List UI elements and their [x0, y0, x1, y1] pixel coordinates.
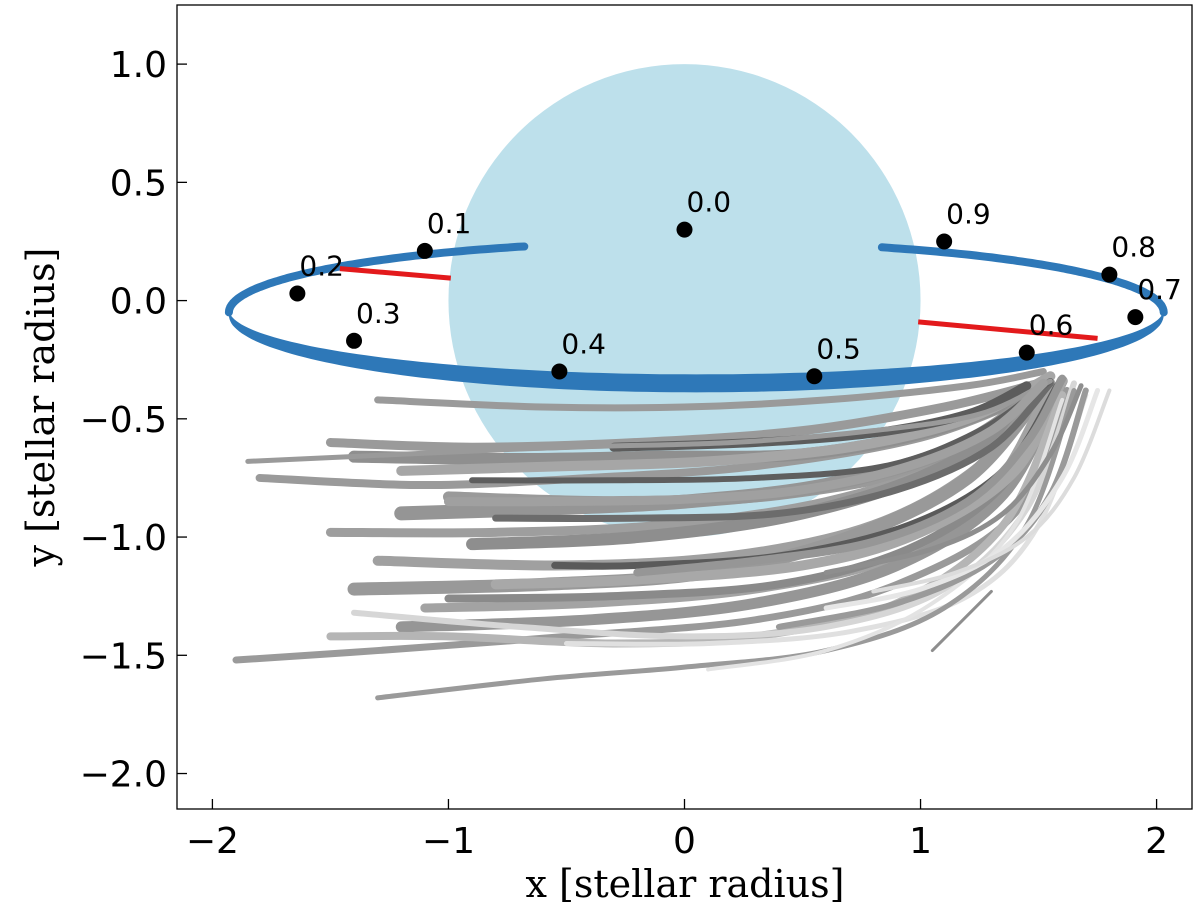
phase-label: 0.4 [561, 328, 606, 361]
stream-line [325, 378, 1044, 452]
stream-line [823, 387, 1101, 611]
stream-line [469, 377, 1054, 484]
phase-point [346, 332, 363, 349]
phase-point [676, 221, 693, 238]
y-axis-label: y [stellar radius] [19, 248, 63, 568]
y-tick-label: 0.5 [110, 163, 167, 204]
phase-point [289, 285, 306, 302]
stream-line [374, 368, 1047, 412]
red-segment-layer [339, 266, 1098, 341]
phase-point [551, 363, 568, 380]
x-tick-label: −2 [186, 821, 239, 862]
star-disc [448, 64, 921, 538]
red-segment [339, 266, 452, 281]
stream-line [871, 388, 1112, 594]
y-tick-label: 0.0 [110, 282, 167, 323]
phase-label: 0.6 [1029, 309, 1074, 342]
orbit-back-right [877, 243, 1168, 317]
stream-line [492, 379, 1054, 522]
phase-point [1101, 266, 1118, 283]
stream-line [930, 589, 993, 653]
stream-line [775, 387, 1089, 630]
stream-line [351, 380, 1077, 640]
stream-line [395, 375, 1068, 633]
x-tick-label: 2 [1145, 821, 1168, 862]
x-tick-label: 0 [673, 821, 696, 862]
phase-point [1127, 309, 1144, 326]
phase-label: 0.0 [687, 186, 732, 219]
phase-label: 0.7 [1137, 273, 1182, 306]
phase-label: 0.3 [356, 297, 401, 330]
stream-layer [232, 368, 1112, 701]
phase-point [1018, 344, 1035, 361]
tick-layer: −2 −1 0 1 2 1.0 0.5 0.0 −0.5 −1.0 −1.5 −2.0 [80, 45, 1168, 862]
stream-line [245, 378, 1053, 464]
phase-label: 0.8 [1111, 231, 1156, 264]
phase-point-layer: 0.0 0.1 0.2 0.3 0.4 0.5 0.6 0.7 0.8 0.9 [289, 186, 1182, 385]
phase-point [936, 233, 953, 250]
x-tick-label: 1 [909, 821, 932, 862]
orbit-back-left [224, 242, 529, 317]
orbit-front [228, 309, 1164, 393]
phase-label: 0.9 [946, 197, 991, 230]
phase-label: 0.1 [427, 207, 472, 240]
x-tick-label: −1 [422, 821, 475, 862]
red-segment [917, 319, 1098, 341]
stream-line [490, 375, 1068, 590]
phase-point [806, 368, 823, 385]
y-tick-label: −1.5 [80, 636, 167, 677]
x-axis-label: x [stellar radius] [526, 862, 845, 906]
stream-line [823, 383, 1084, 576]
phase-label: 0.2 [299, 249, 344, 282]
star-layer [448, 64, 921, 538]
orbit-layer [224, 242, 1168, 393]
stream-line [443, 378, 1048, 507]
y-tick-label: −2.0 [80, 755, 167, 796]
phase-label: 0.5 [816, 332, 861, 365]
plot-area: 0.0 0.1 0.2 0.3 0.4 0.5 0.6 0.7 0.8 0.9 [224, 64, 1182, 701]
y-tick-label: −0.5 [80, 400, 167, 441]
stream-line [633, 374, 1067, 577]
y-tick-label: 1.0 [110, 45, 167, 86]
y-tick-label: −1.0 [80, 518, 167, 559]
phase-point [416, 242, 433, 259]
